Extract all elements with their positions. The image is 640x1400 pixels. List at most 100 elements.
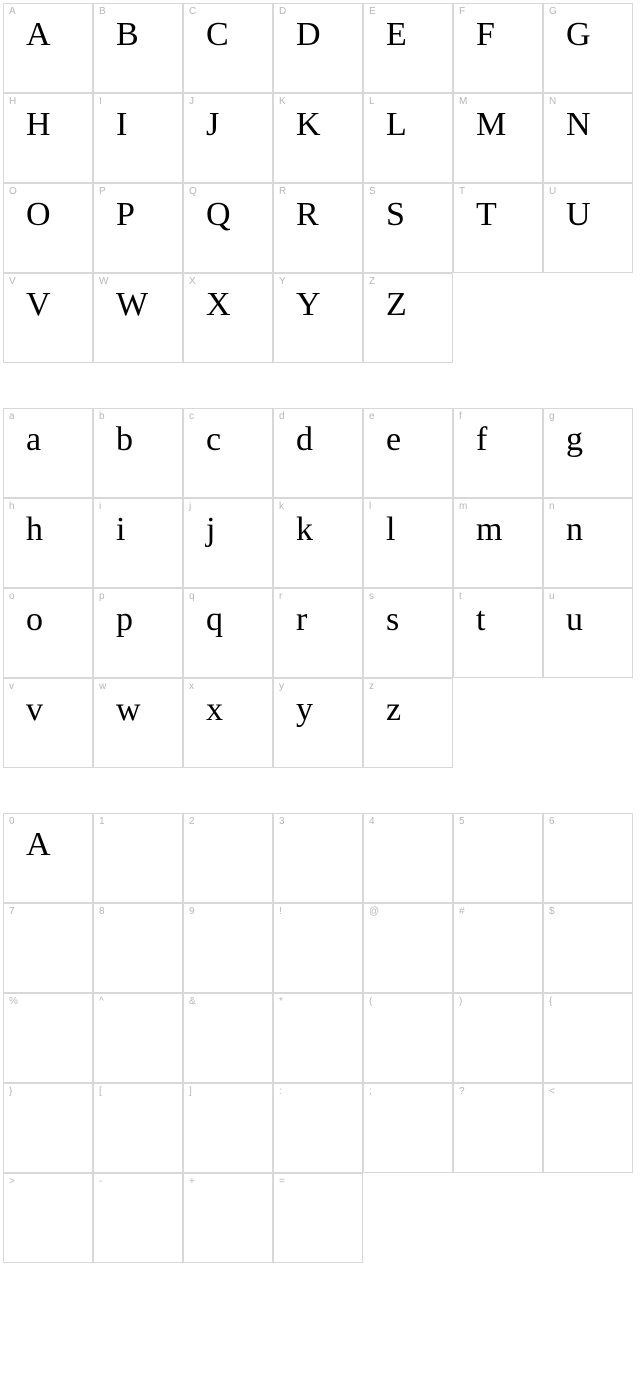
glyph-char: v (26, 693, 42, 727)
glyph-cell[interactable]: oo (3, 588, 93, 678)
glyph-cell[interactable]: $ (543, 903, 633, 993)
glyph-cell[interactable]: > (3, 1173, 93, 1263)
glyph-cell[interactable]: + (183, 1173, 273, 1263)
glyph-cell[interactable]: JJ (183, 93, 273, 183)
glyph-cell[interactable]: nn (543, 498, 633, 588)
glyph-cell[interactable]: ] (183, 1083, 273, 1173)
glyph-cell[interactable]: ii (93, 498, 183, 588)
glyph-cell[interactable]: ww (93, 678, 183, 768)
section-lowercase: aabbccddeeffgg hhiijjkkllmmnn ooppqqrrsstt… (3, 408, 637, 768)
glyph-cell[interactable]: BB (93, 3, 183, 93)
glyph-cell[interactable]: ll (363, 498, 453, 588)
glyph-cell[interactable]: : (273, 1083, 363, 1173)
glyph-cell[interactable]: mm (453, 498, 543, 588)
glyph-label: ! (279, 906, 282, 917)
glyph-cell[interactable]: } (3, 1083, 93, 1173)
glyph-cell[interactable]: WW (93, 273, 183, 363)
glyph-cell[interactable]: yy (273, 678, 363, 768)
glyph-cell[interactable]: HH (3, 93, 93, 183)
glyph-cell[interactable]: rr (273, 588, 363, 678)
glyph-cell[interactable]: 9 (183, 903, 273, 993)
glyph-cell[interactable]: MM (453, 93, 543, 183)
glyph-cell[interactable]: QQ (183, 183, 273, 273)
glyph-cell[interactable]: ee (363, 408, 453, 498)
glyph-cell[interactable]: vv (3, 678, 93, 768)
glyph-label: S (369, 186, 376, 197)
glyph-cell[interactable]: xx (183, 678, 273, 768)
glyph-cell[interactable]: kk (273, 498, 363, 588)
glyph-cell[interactable]: uu (543, 588, 633, 678)
glyph-cell[interactable]: ZZ (363, 273, 453, 363)
glyph-char: G (566, 18, 590, 52)
glyph-label: ( (369, 996, 372, 1007)
glyph-cell[interactable]: hh (3, 498, 93, 588)
glyph-cell[interactable]: gg (543, 408, 633, 498)
glyph-cell[interactable]: KK (273, 93, 363, 183)
glyph-cell[interactable]: UU (543, 183, 633, 273)
glyph-cell[interactable]: @ (363, 903, 453, 993)
glyph-cell[interactable]: bb (93, 408, 183, 498)
glyph-cell[interactable]: cc (183, 408, 273, 498)
glyph-cell[interactable]: GG (543, 3, 633, 93)
glyph-cell[interactable]: % (3, 993, 93, 1083)
glyph-cell[interactable]: 2 (183, 813, 273, 903)
glyph-label: y (279, 681, 284, 692)
glyph-cell[interactable]: II (93, 93, 183, 183)
glyph-cell[interactable]: zz (363, 678, 453, 768)
glyph-cell[interactable]: EE (363, 3, 453, 93)
glyph-cell[interactable]: FF (453, 3, 543, 93)
glyph-cell[interactable]: < (543, 1083, 633, 1173)
glyph-cell[interactable]: pp (93, 588, 183, 678)
glyph-char: W (116, 288, 147, 322)
glyph-label: b (99, 411, 105, 422)
glyph-cell[interactable]: VV (3, 273, 93, 363)
glyph-cell[interactable]: ; (363, 1083, 453, 1173)
glyph-cell[interactable]: * (273, 993, 363, 1083)
glyph-cell[interactable]: ? (453, 1083, 543, 1173)
glyph-cell[interactable]: 1 (93, 813, 183, 903)
glyph-cell[interactable]: ( (363, 993, 453, 1083)
glyph-cell[interactable]: ^ (93, 993, 183, 1083)
glyph-cell[interactable]: XX (183, 273, 273, 363)
glyph-cell[interactable]: # (453, 903, 543, 993)
glyph-cell[interactable]: 5 (453, 813, 543, 903)
glyph-cell[interactable]: CC (183, 3, 273, 93)
glyph-cell[interactable]: 3 (273, 813, 363, 903)
glyph-cell[interactable]: ff (453, 408, 543, 498)
glyph-label: : (279, 1086, 282, 1097)
glyph-cell[interactable]: ss (363, 588, 453, 678)
glyph-cell[interactable]: YY (273, 273, 363, 363)
glyph-cell[interactable]: LL (363, 93, 453, 183)
glyph-cell[interactable]: TT (453, 183, 543, 273)
glyph-cell[interactable]: { (543, 993, 633, 1083)
glyph-cell[interactable]: ) (453, 993, 543, 1083)
glyph-cell[interactable]: tt (453, 588, 543, 678)
glyph-label: Z (369, 276, 375, 287)
glyph-char: k (296, 513, 312, 547)
glyph-label: l (369, 501, 371, 512)
glyph-cell[interactable]: 8 (93, 903, 183, 993)
glyph-cell[interactable]: 4 (363, 813, 453, 903)
glyph-cell[interactable]: OO (3, 183, 93, 273)
section-uppercase: AABBCCDDEEFFGG HHIIJJKKLLMMNN OOPPQQRRSSTT… (3, 3, 637, 363)
glyph-cell[interactable]: dd (273, 408, 363, 498)
glyph-cell[interactable]: - (93, 1173, 183, 1263)
glyph-cell[interactable]: RR (273, 183, 363, 273)
glyph-cell[interactable]: AA (3, 3, 93, 93)
glyph-cell[interactable]: 0A (3, 813, 93, 903)
glyph-cell[interactable]: SS (363, 183, 453, 273)
glyph-cell[interactable]: NN (543, 93, 633, 183)
glyph-cell[interactable]: PP (93, 183, 183, 273)
glyph-cell-empty (363, 1173, 453, 1263)
glyph-cell[interactable]: aa (3, 408, 93, 498)
glyph-char: y (296, 693, 312, 727)
glyph-cell[interactable]: & (183, 993, 273, 1083)
glyph-cell[interactable]: [ (93, 1083, 183, 1173)
glyph-cell[interactable]: ! (273, 903, 363, 993)
glyph-cell[interactable]: DD (273, 3, 363, 93)
glyph-cell[interactable]: 6 (543, 813, 633, 903)
glyph-cell[interactable]: jj (183, 498, 273, 588)
glyph-cell[interactable]: qq (183, 588, 273, 678)
glyph-cell[interactable]: 7 (3, 903, 93, 993)
glyph-cell[interactable]: = (273, 1173, 363, 1263)
